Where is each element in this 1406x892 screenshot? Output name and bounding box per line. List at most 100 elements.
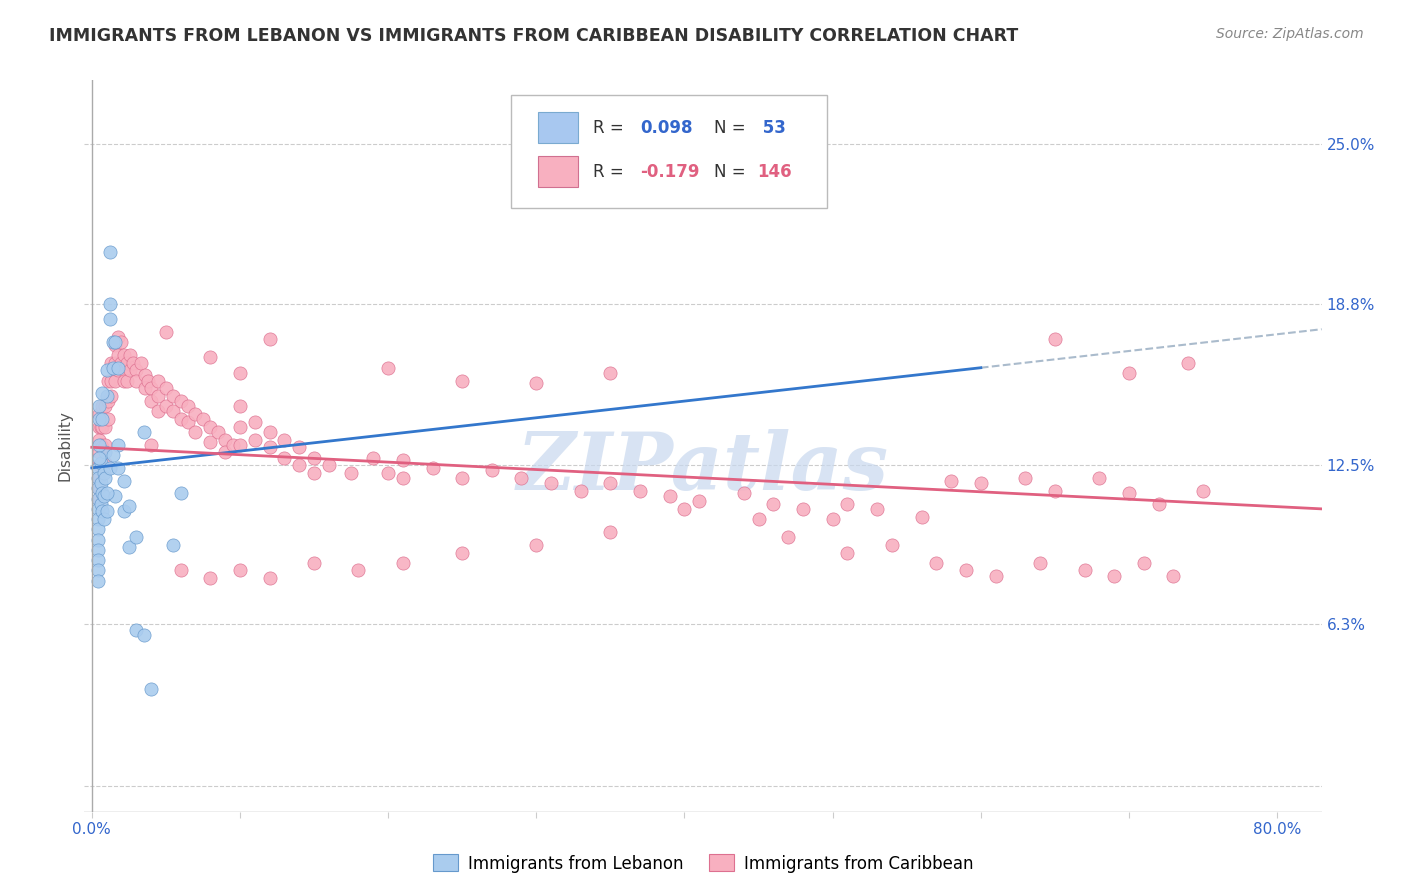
Point bbox=[96, 504, 118, 518]
Point bbox=[89, 450, 111, 465]
Point bbox=[91, 399, 114, 413]
Point bbox=[107, 360, 129, 375]
Point bbox=[100, 355, 122, 369]
Text: 53: 53 bbox=[758, 119, 786, 136]
Point bbox=[207, 425, 229, 439]
FancyBboxPatch shape bbox=[512, 95, 827, 209]
Point bbox=[778, 530, 800, 544]
Point bbox=[134, 381, 156, 395]
Point bbox=[136, 374, 159, 388]
Point bbox=[177, 415, 200, 429]
Point bbox=[1102, 568, 1125, 582]
Point bbox=[100, 374, 122, 388]
Point bbox=[112, 374, 135, 388]
Point bbox=[107, 438, 129, 452]
Point bbox=[97, 412, 120, 426]
FancyBboxPatch shape bbox=[538, 156, 578, 187]
Point bbox=[112, 504, 135, 518]
Point bbox=[104, 489, 127, 503]
Point bbox=[86, 512, 108, 526]
Point bbox=[90, 456, 112, 470]
Text: R =: R = bbox=[593, 119, 628, 136]
Point bbox=[955, 564, 977, 578]
Point bbox=[93, 466, 115, 480]
Point bbox=[112, 474, 135, 488]
Point bbox=[170, 564, 193, 578]
Point bbox=[89, 445, 111, 459]
Point bbox=[1163, 568, 1185, 582]
Point bbox=[96, 363, 118, 377]
Point bbox=[162, 389, 184, 403]
Point bbox=[94, 438, 117, 452]
Point bbox=[673, 501, 696, 516]
Point bbox=[524, 538, 547, 552]
Text: 0.098: 0.098 bbox=[640, 119, 692, 136]
Point bbox=[229, 366, 252, 380]
Point bbox=[214, 433, 236, 447]
Point bbox=[524, 376, 547, 391]
Point bbox=[139, 381, 162, 395]
Point bbox=[91, 486, 114, 500]
Point bbox=[184, 425, 207, 439]
Point bbox=[733, 486, 755, 500]
Point bbox=[118, 500, 141, 514]
Point bbox=[86, 564, 108, 578]
Point bbox=[98, 460, 121, 475]
Point bbox=[94, 471, 117, 485]
Point bbox=[392, 453, 415, 467]
Point bbox=[89, 438, 111, 452]
Point bbox=[107, 330, 129, 344]
Point bbox=[155, 325, 177, 339]
Point bbox=[318, 458, 340, 473]
Point bbox=[422, 460, 444, 475]
Point bbox=[259, 440, 281, 454]
Point bbox=[302, 450, 325, 465]
Point bbox=[89, 458, 111, 473]
Point bbox=[134, 368, 156, 383]
Point bbox=[762, 497, 785, 511]
Point bbox=[98, 296, 121, 310]
Point bbox=[288, 458, 311, 473]
Point bbox=[837, 497, 859, 511]
Point bbox=[1118, 366, 1140, 380]
Point bbox=[1088, 471, 1111, 485]
Point bbox=[392, 556, 415, 570]
Point bbox=[1073, 564, 1095, 578]
Point bbox=[243, 433, 266, 447]
Point bbox=[97, 374, 120, 388]
Point bbox=[132, 425, 155, 439]
Point bbox=[377, 360, 399, 375]
Point bbox=[86, 553, 108, 567]
Point bbox=[129, 355, 152, 369]
Point bbox=[302, 466, 325, 480]
Point bbox=[273, 433, 295, 447]
Point bbox=[658, 489, 681, 503]
Point bbox=[200, 571, 222, 585]
Point bbox=[1043, 333, 1066, 347]
Point bbox=[89, 471, 111, 485]
FancyBboxPatch shape bbox=[538, 112, 578, 144]
Point bbox=[148, 404, 170, 418]
Point bbox=[184, 407, 207, 421]
Text: ZIPatlas: ZIPatlas bbox=[517, 429, 889, 507]
Point bbox=[229, 419, 252, 434]
Point bbox=[259, 571, 281, 585]
Point bbox=[94, 399, 117, 413]
Point bbox=[569, 483, 592, 498]
Point bbox=[451, 471, 474, 485]
Point bbox=[162, 538, 184, 552]
Point bbox=[540, 476, 562, 491]
Point bbox=[880, 538, 903, 552]
Point bbox=[86, 491, 108, 506]
Point bbox=[97, 394, 120, 409]
Point bbox=[229, 438, 252, 452]
Point bbox=[984, 568, 1007, 582]
Point bbox=[392, 471, 415, 485]
Point bbox=[90, 438, 112, 452]
Point bbox=[110, 355, 132, 369]
Point bbox=[107, 363, 129, 377]
Point bbox=[86, 481, 108, 495]
Point bbox=[148, 374, 170, 388]
Point bbox=[91, 440, 114, 454]
Point bbox=[122, 355, 145, 369]
